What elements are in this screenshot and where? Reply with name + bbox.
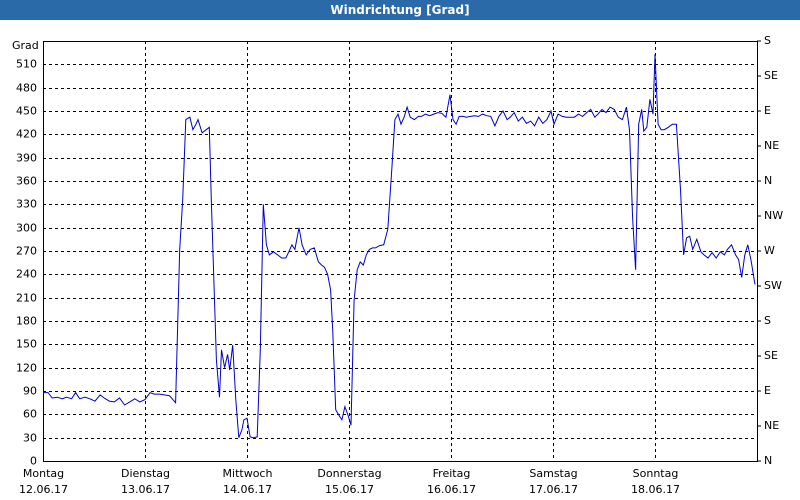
y2-tick-label: E [764,384,771,397]
x-tick-label: Dienstag [121,467,170,480]
y-tick-label: 390 [16,152,37,165]
y2-tick-label: NE [764,139,779,152]
y-tick-label: 510 [16,58,37,71]
x-tick-label: Donnerstag [317,467,381,480]
title-bar: Windrichtung [Grad] [0,0,800,20]
y-tick-label: 210 [16,292,37,305]
y-tick-label: 240 [16,268,37,281]
y2-tick-label: W [764,244,775,257]
y-tick-label: 90 [23,385,37,398]
y2-tick-label: NW [764,209,783,222]
y2-tick-label: SE [764,69,778,82]
y2-tick-label: S [764,34,771,47]
y2-tick-label: S [764,314,771,327]
y-tick-label: 330 [16,198,37,211]
y2-tick-label: E [764,104,771,117]
y-tick-label: 60 [23,408,37,421]
y-tick-label: 180 [16,315,37,328]
x-tick-label: Mittwoch [223,467,273,480]
x-tick-label: Samstag [529,467,577,480]
x-tick-label: Freitag [433,467,471,480]
chart: Grad 0 30 60 90 120 150 180 210 240 270 300 330 360 3… [12,34,783,496]
x-tick-date: 16.06.17 [427,483,476,496]
y2-tick-label: NE [764,419,779,432]
data-line [43,54,756,439]
y-tick-label: 420 [16,128,37,141]
x-tick-date: 13.06.17 [121,483,170,496]
y-axis-label: Grad [12,39,39,52]
y-tick-label: 300 [16,222,37,235]
x-tick-label: Sonntag [633,467,679,480]
y-tick-label: 30 [23,432,37,445]
x-tick-label: Montag [23,467,64,480]
x-tick-date: 17.06.17 [529,483,578,496]
y-tick-label: 150 [16,338,37,351]
x-tick-date: 12.06.17 [19,483,68,496]
y-tick-label: 360 [16,175,37,188]
y2-tick-label: N [764,174,772,187]
x-tick-date: 15.06.17 [325,483,374,496]
y2-tick-label: SE [764,349,778,362]
y-tick-label: 480 [16,82,37,95]
y2-tick-label: N [764,454,772,467]
y-tick-label: 120 [16,362,37,375]
y-tick-label: 450 [16,105,37,118]
y-tick-label: 0 [30,455,37,468]
y-tick-label: 270 [16,245,37,258]
x-tick-date: 14.06.17 [223,483,272,496]
x-tick-date: 18.06.17 [631,483,680,496]
y2-tick-label: SW [764,279,782,292]
plot-frame [43,41,758,462]
